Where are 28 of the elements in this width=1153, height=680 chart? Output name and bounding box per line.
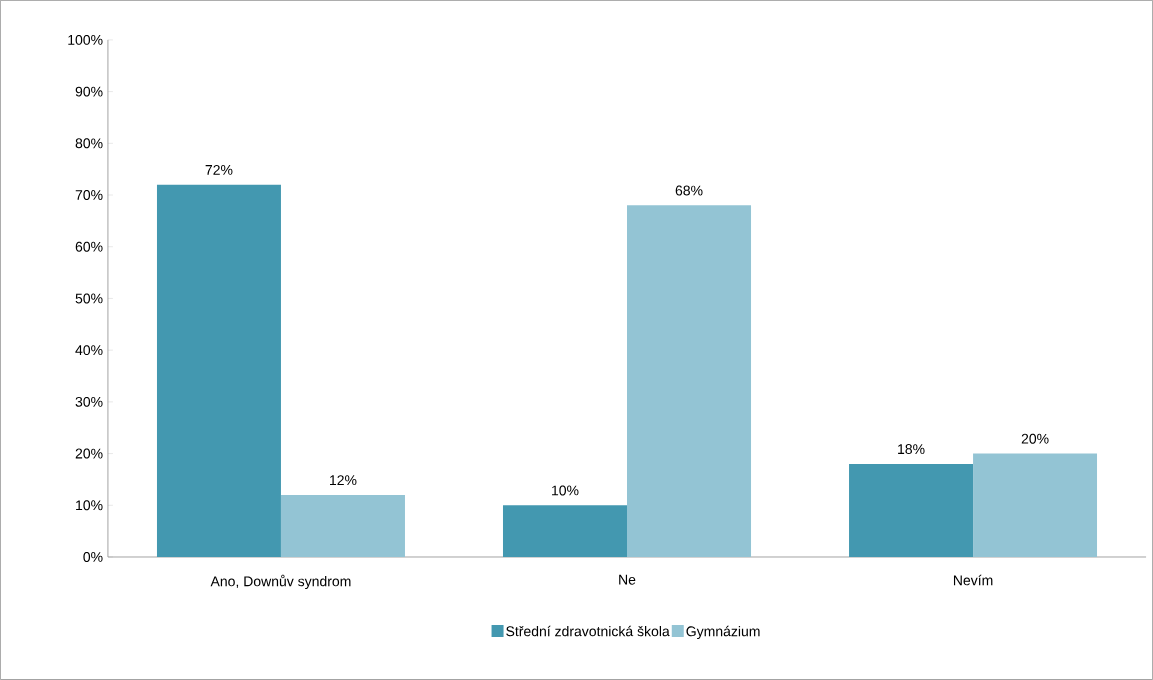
y-tick-label: 0% — [83, 552, 103, 562]
data-label: 68% — [675, 185, 703, 196]
y-tick-label: 30% — [75, 396, 103, 407]
y-tick-label: 20% — [75, 448, 103, 459]
x-tick-label: Ne — [619, 574, 636, 585]
bar — [280, 494, 405, 558]
y-tick-label: 90% — [75, 86, 103, 97]
data-label: 18% — [898, 444, 925, 455]
bar — [156, 184, 281, 558]
y-tick-label: 60% — [75, 241, 103, 252]
bar — [849, 463, 974, 558]
x-tick-label: Ano, Downův syndrom — [210, 574, 351, 590]
data-label: 72% — [205, 164, 233, 175]
y-tick-label: 100% — [68, 34, 103, 45]
x-tick-label: Nevím — [953, 574, 993, 586]
y-tick-label: 10% — [76, 500, 103, 511]
bar — [502, 505, 628, 558]
data-label: 20% — [1021, 433, 1049, 444]
y-tick-label: 50% — [75, 293, 103, 304]
legend-label: Střední zdravotnická škola — [506, 625, 670, 637]
legend-label: Gymnázium — [686, 625, 760, 640]
y-tick-label: 40% — [75, 345, 103, 356]
bar — [973, 453, 1098, 558]
bar — [627, 205, 752, 558]
y-tick-label: 80% — [75, 138, 103, 149]
data-label: 10% — [552, 485, 579, 496]
y-tick-label: 70% — [75, 190, 103, 201]
data-label: 12% — [330, 475, 357, 486]
